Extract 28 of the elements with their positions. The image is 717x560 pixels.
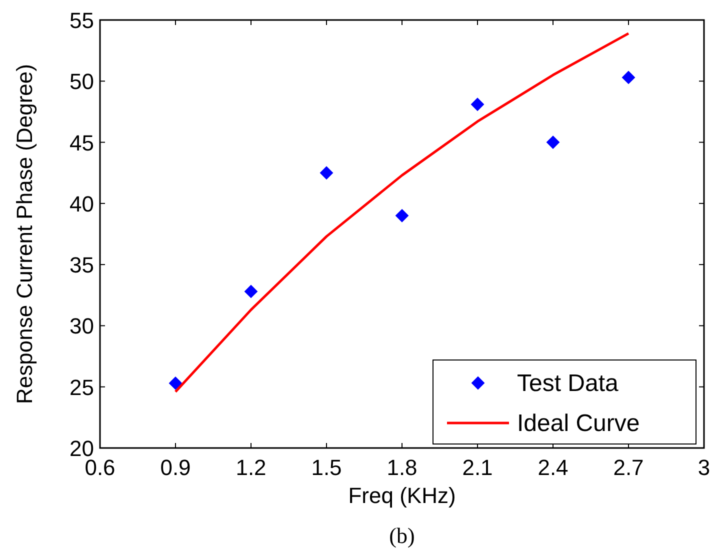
point [169, 376, 182, 390]
x-tick-label: 1.5 [311, 455, 342, 480]
x-tick-label: 2.1 [462, 455, 493, 480]
y-axis-title: Response Current Phase (Degree) [12, 64, 37, 404]
point [622, 70, 635, 84]
x-tick-label: 1.8 [386, 455, 418, 480]
y-tick-label: 50 [70, 69, 94, 94]
legend-label: Ideal Curve [517, 410, 640, 437]
x-tick-label: 3 [698, 455, 710, 480]
y-tick-label: 35 [70, 252, 94, 278]
point [396, 209, 408, 222]
y-tick-label: 30 [70, 314, 94, 339]
y-tick-label: 45 [70, 130, 94, 156]
y-tick-label: 40 [70, 191, 94, 216]
legend-label: Test Data [517, 370, 620, 397]
text: (b) [389, 523, 415, 548]
x-tick-label: 1.2 [236, 455, 266, 480]
y-tick-label: 25 [70, 374, 94, 400]
point [320, 166, 333, 180]
y-tick-label: 55 [70, 8, 94, 33]
point [244, 284, 258, 298]
x-tick-label: 2.7 [613, 455, 644, 480]
x-axis-title: Freq (KHz) [348, 483, 456, 508]
x-tick-label: 2.4 [538, 455, 568, 480]
line-series [174, 32, 630, 393]
point [546, 136, 560, 149]
point [471, 98, 484, 111]
x-tick-label: 0.9 [160, 455, 191, 480]
